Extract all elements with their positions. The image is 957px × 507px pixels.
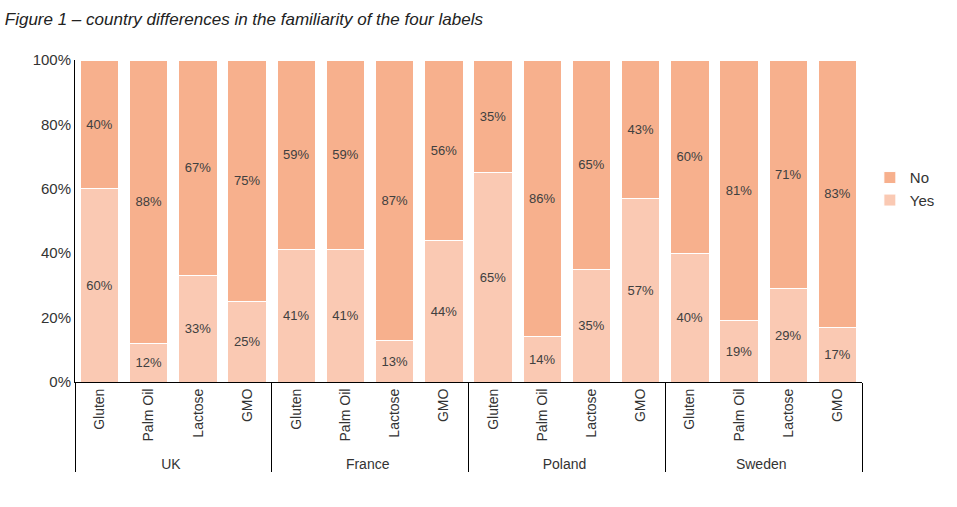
svg-text:65%: 65% <box>480 270 506 285</box>
svg-text:25%: 25% <box>234 334 260 349</box>
svg-text:Lactose: Lactose <box>583 388 599 437</box>
svg-text:Palm Oil: Palm Oil <box>731 389 747 442</box>
svg-text:41%: 41% <box>332 308 358 323</box>
svg-text:40%: 40% <box>677 310 703 325</box>
svg-text:GMO: GMO <box>239 389 255 423</box>
svg-text:29%: 29% <box>775 328 801 343</box>
svg-text:20%: 20% <box>41 309 71 326</box>
svg-text:35%: 35% <box>578 318 604 333</box>
svg-text:Gluten: Gluten <box>91 389 107 430</box>
svg-text:Figure 1 – country differences: Figure 1 – country differences in the fa… <box>5 10 484 29</box>
svg-text:France: France <box>346 456 390 472</box>
svg-text:Palm Oil: Palm Oil <box>534 389 550 442</box>
svg-text:71%: 71% <box>775 167 801 182</box>
svg-text:Palm Oil: Palm Oil <box>140 389 156 442</box>
svg-text:UK: UK <box>161 456 181 472</box>
svg-text:GMO: GMO <box>632 389 648 423</box>
svg-text:No: No <box>910 169 929 186</box>
svg-text:59%: 59% <box>332 147 358 162</box>
svg-text:Gluten: Gluten <box>485 389 501 430</box>
svg-text:80%: 80% <box>41 116 71 133</box>
svg-text:GMO: GMO <box>435 389 451 423</box>
svg-text:Sweden: Sweden <box>736 456 787 472</box>
svg-text:40%: 40% <box>86 117 112 132</box>
svg-text:19%: 19% <box>726 344 752 359</box>
svg-text:Gluten: Gluten <box>681 389 697 430</box>
svg-text:0%: 0% <box>49 373 71 390</box>
svg-text:100%: 100% <box>33 51 71 68</box>
svg-text:60%: 60% <box>677 149 703 164</box>
svg-text:17%: 17% <box>824 347 850 362</box>
svg-text:41%: 41% <box>283 308 309 323</box>
svg-text:67%: 67% <box>185 160 211 175</box>
svg-text:59%: 59% <box>283 147 309 162</box>
svg-text:Lactose: Lactose <box>386 388 402 437</box>
svg-text:87%: 87% <box>381 193 407 208</box>
svg-text:Poland: Poland <box>543 456 587 472</box>
svg-text:Gluten: Gluten <box>288 389 304 430</box>
svg-text:88%: 88% <box>136 194 162 209</box>
svg-text:35%: 35% <box>480 109 506 124</box>
svg-text:44%: 44% <box>431 304 457 319</box>
svg-text:GMO: GMO <box>829 389 845 423</box>
svg-text:81%: 81% <box>726 183 752 198</box>
svg-text:86%: 86% <box>529 191 555 206</box>
svg-text:56%: 56% <box>431 143 457 158</box>
svg-text:Lactose: Lactose <box>780 388 796 437</box>
svg-text:Palm Oil: Palm Oil <box>337 389 353 442</box>
svg-text:40%: 40% <box>41 244 71 261</box>
svg-text:60%: 60% <box>41 180 71 197</box>
svg-text:75%: 75% <box>234 173 260 188</box>
svg-text:83%: 83% <box>824 186 850 201</box>
svg-text:57%: 57% <box>627 283 653 298</box>
svg-text:12%: 12% <box>136 355 162 370</box>
svg-text:14%: 14% <box>529 352 555 367</box>
svg-text:13%: 13% <box>381 354 407 369</box>
svg-text:65%: 65% <box>578 157 604 172</box>
svg-text:33%: 33% <box>185 321 211 336</box>
svg-text:Yes: Yes <box>910 192 934 209</box>
svg-text:Lactose: Lactose <box>190 388 206 437</box>
svg-text:43%: 43% <box>627 122 653 137</box>
svg-text:60%: 60% <box>86 278 112 293</box>
